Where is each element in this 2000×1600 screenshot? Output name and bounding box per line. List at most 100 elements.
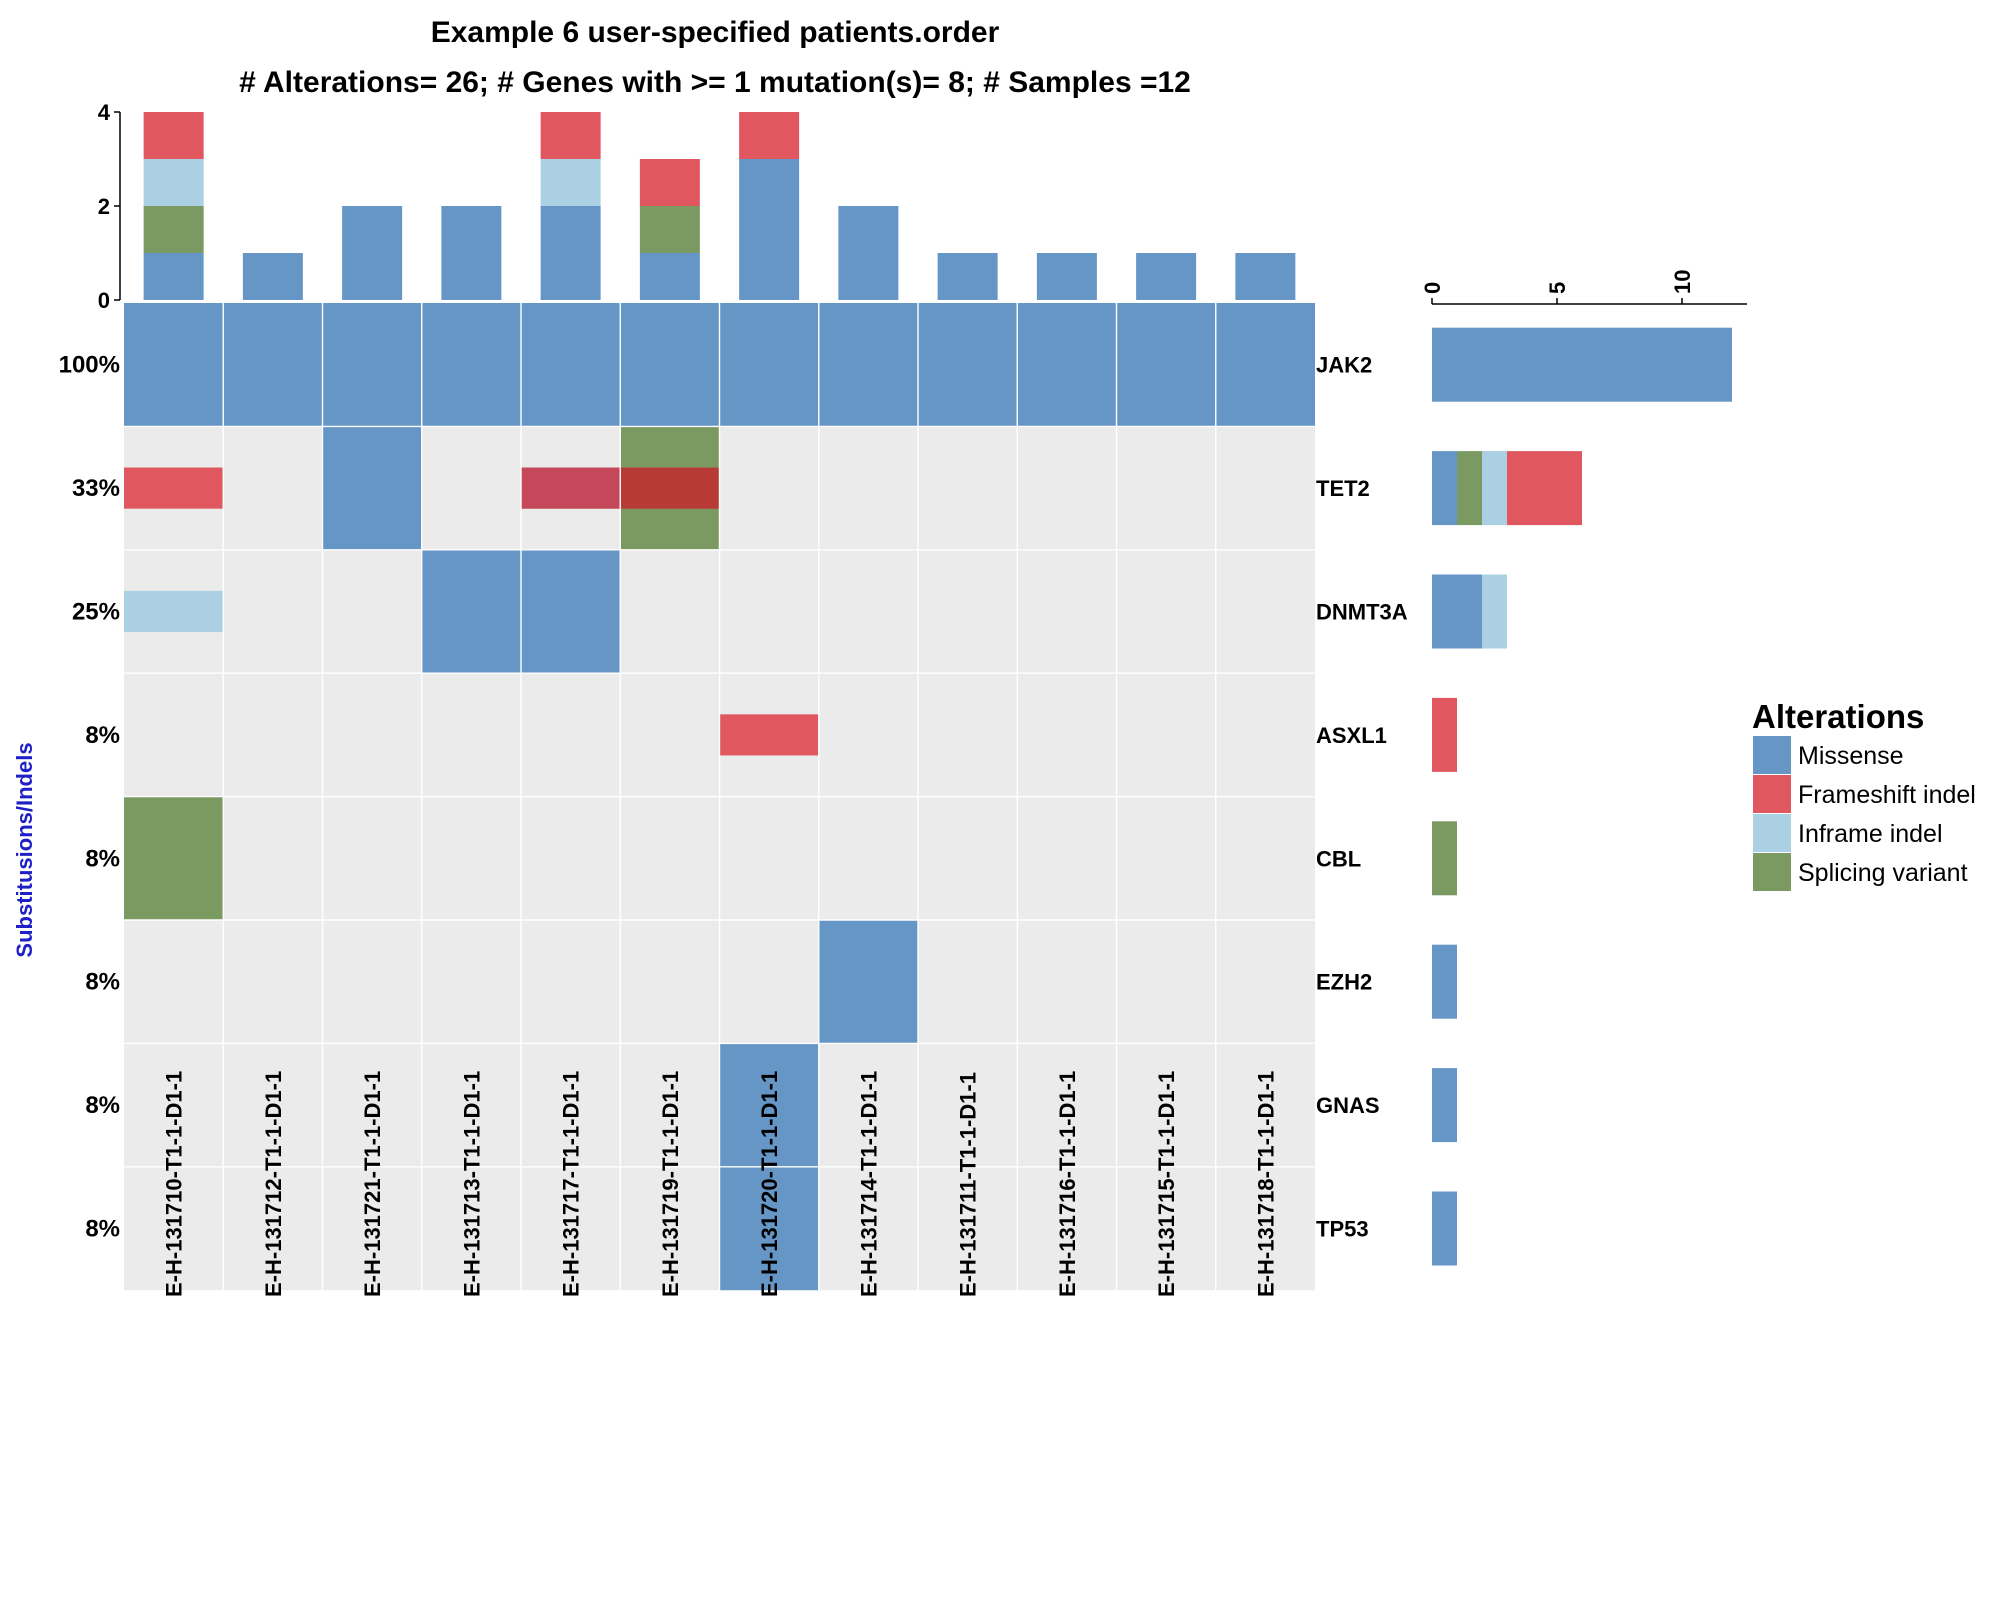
top-y-tick-label: 4: [98, 100, 111, 125]
right-bar-segment: [1432, 697, 1457, 772]
right-x-tick-label: 5: [1545, 282, 1570, 294]
top-bar-segment: [937, 253, 998, 300]
top-bar-segment: [1136, 253, 1197, 300]
sample-label: E-H-131718-T1-1-D1-1: [1253, 1071, 1278, 1297]
gene-labels: JAK2 TET2 DNMT3A ASXL1 CBL EZH2 GNAS TP53: [1316, 353, 1408, 1242]
sample-label: E-H-131712-T1-1-D1-1: [261, 1071, 286, 1297]
heatmap-cell-jak2-2: [322, 303, 422, 427]
top-bar-segment: [143, 253, 204, 300]
top-bar-segment: [143, 206, 204, 253]
top-y-tick-label: 0: [98, 288, 110, 313]
sample-labels: E-H-131710-T1-1-D1-1 E-H-131712-T1-1-D1-1…: [162, 1071, 1279, 1297]
right-bar-segment: [1457, 451, 1482, 526]
right-x-tick-label: 10: [1670, 270, 1695, 294]
legend-item-label: Splicing variant: [1798, 859, 1968, 887]
right-bar-segment: [1482, 574, 1507, 649]
gene-label: DNMT3A: [1316, 600, 1408, 625]
top-bar-segment: [639, 206, 700, 253]
sample-alteration-count-bars: 0 2 4: [98, 100, 1296, 313]
top-bar-segment: [1036, 253, 1097, 300]
chart-title: Example 6 user-specified patients.order: [431, 16, 1000, 49]
chart-subtitle: # Alterations= 26; # Genes with >= 1 mut…: [239, 66, 1191, 99]
heatmap-cell-tet2-2: [322, 426, 422, 550]
top-bar-segment: [639, 159, 700, 206]
heatmap-cell-jak2-5: [620, 303, 720, 427]
legend-item-label: Missense: [1798, 742, 1904, 770]
gene-label: ASXL1: [1316, 723, 1387, 748]
right-bar-segment: [1432, 1191, 1457, 1266]
heatmap-cell-jak2-8: [918, 303, 1018, 427]
heatmap-cell-dnmt3a-4: [521, 549, 621, 674]
right-bar-segment: [1482, 451, 1507, 526]
heatmap-cell-dnmt3a-3: [421, 549, 521, 674]
sample-label: E-H-131713-T1-1-D1-1: [459, 1071, 484, 1297]
percentage-label: 8%: [85, 722, 120, 749]
sample-label: E-H-131720-T1-1-D1-1: [757, 1071, 782, 1297]
gene-label: TET2: [1316, 476, 1370, 501]
sample-label: E-H-131716-T1-1-D1-1: [1055, 1071, 1080, 1297]
right-bar-segment: [1507, 451, 1582, 526]
mutation-heatmap: [124, 303, 1315, 1291]
y-axis-label: Substitusions/Indels: [12, 742, 37, 957]
heatmap-cell-jak2-10: [1116, 303, 1216, 427]
legend-item-label: Inframe indel: [1798, 820, 1943, 848]
legend-swatch: [1753, 853, 1791, 891]
gene-alteration-count-bars: 0 5 10: [1420, 270, 1747, 1266]
top-bar-segment: [540, 206, 601, 300]
legend-swatch: [1753, 736, 1791, 774]
heatmap-cell-jak2-1: [223, 303, 323, 427]
heatmap-cell-asxl1-6: [719, 714, 819, 756]
right-bar-segment: [1432, 1068, 1457, 1143]
top-bar-segment: [143, 159, 204, 206]
gene-percentage-labels: 100% 33% 25% 8% 8% 8% 8% 8%: [59, 352, 120, 1243]
heatmap-cell-jak2-9: [1017, 303, 1117, 427]
top-bar-segment: [1235, 253, 1296, 300]
heatmap-cell-jak2-6: [719, 303, 819, 427]
percentage-label: 8%: [85, 1092, 120, 1119]
percentage-label: 8%: [85, 969, 120, 996]
sample-label: E-H-131719-T1-1-D1-1: [658, 1071, 683, 1297]
percentage-label: 25%: [72, 599, 120, 626]
percentage-label: 33%: [72, 475, 120, 502]
top-bar-segment: [838, 206, 899, 300]
legend-item-label: Frameshift indel: [1798, 781, 1976, 809]
top-y-tick-label: 2: [98, 194, 110, 219]
top-bar-segment: [739, 159, 800, 300]
right-bar-segment: [1432, 821, 1457, 896]
sample-label: E-H-131717-T1-1-D1-1: [559, 1071, 584, 1297]
gene-label: TP53: [1316, 1217, 1369, 1242]
percentage-label: 100%: [59, 352, 120, 379]
legend-title: Alterations: [1752, 698, 1924, 735]
top-bar-segment: [242, 253, 303, 300]
gene-label: GNAS: [1316, 1093, 1380, 1118]
right-bar-segment: [1432, 451, 1457, 526]
heatmap-cell-tet2-5-shade: [620, 467, 720, 509]
sample-label: E-H-131715-T1-1-D1-1: [1154, 1071, 1179, 1297]
legend: Alterations Missense Frameshift indel Infr…: [1752, 698, 1976, 891]
heatmap-cell-cbl-0: [124, 796, 224, 920]
gene-label: EZH2: [1316, 970, 1372, 995]
top-bar-segment: [342, 206, 403, 300]
sample-label: E-H-131710-T1-1-D1-1: [162, 1071, 187, 1297]
percentage-label: 8%: [85, 845, 120, 872]
right-bar-segment: [1432, 574, 1482, 649]
sample-label: E-H-131711-T1-1-D1-1: [956, 1072, 981, 1297]
sample-label: E-H-131714-T1-1-D1-1: [856, 1071, 881, 1297]
heatmap-cell-dnmt3a-0: [124, 590, 224, 633]
gene-label: CBL: [1316, 846, 1361, 871]
top-bar-segment: [143, 112, 204, 159]
top-bar-segment: [639, 253, 700, 300]
heatmap-cell-jak2-0: [124, 303, 224, 427]
heatmap-cell-tet2-0: [124, 467, 224, 509]
percentage-label: 8%: [85, 1216, 120, 1243]
legend-swatch: [1753, 814, 1791, 852]
top-bar-segment: [441, 206, 502, 300]
heatmap-cell-tp53-6: [719, 1166, 819, 1291]
heatmap-cell-tet2-4-shade: [521, 467, 621, 509]
top-bar-segment: [540, 159, 601, 206]
heatmap-cell-jak2-11: [1215, 303, 1315, 427]
heatmap-cell-jak2-3: [421, 303, 521, 427]
sample-label: E-H-131721-T1-1-D1-1: [360, 1071, 385, 1297]
gene-label: JAK2: [1316, 353, 1372, 378]
